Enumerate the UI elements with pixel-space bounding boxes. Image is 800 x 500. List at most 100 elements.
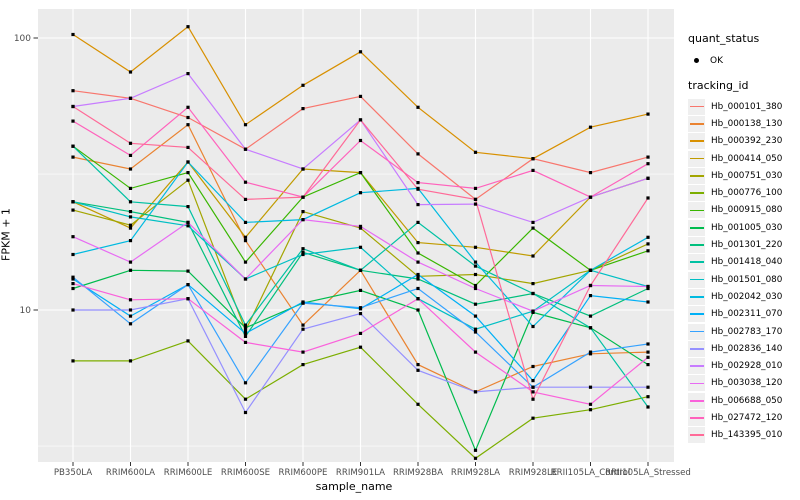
data-point xyxy=(358,268,363,272)
legend-item-quant-status-ok: OK xyxy=(688,52,798,69)
data-point xyxy=(646,363,650,367)
data-point xyxy=(531,220,535,224)
data-point xyxy=(473,272,478,277)
legend-item-label: Hb_000751_030 xyxy=(711,170,783,181)
legend-item-label: Hb_001418_040 xyxy=(711,257,783,268)
data-point xyxy=(186,297,190,301)
data-point xyxy=(646,235,650,239)
data-point xyxy=(588,402,593,406)
data-point xyxy=(186,171,190,175)
legend-title-quant-status: quant_status xyxy=(688,32,760,45)
data-point xyxy=(243,180,248,184)
data-point xyxy=(531,397,535,401)
data-point xyxy=(358,138,363,143)
data-point xyxy=(416,241,420,245)
data-point xyxy=(301,218,305,222)
data-point xyxy=(243,235,248,239)
data-point xyxy=(416,105,420,109)
data-point xyxy=(473,197,478,201)
legend-item-Hb_143395_010: Hb_143395_010 xyxy=(688,427,798,444)
x-tick-label: RRIM600LE xyxy=(164,468,213,478)
data-point xyxy=(531,416,535,420)
data-point xyxy=(646,395,650,399)
data-point xyxy=(243,331,248,335)
data-point xyxy=(186,72,190,76)
data-point xyxy=(71,208,75,212)
data-point xyxy=(646,342,650,346)
legend-item-Hb_002042_030: Hb_002042_030 xyxy=(688,288,798,305)
legend-item-label: Hb_000776_100 xyxy=(711,188,783,199)
data-point xyxy=(243,277,248,281)
data-point xyxy=(646,249,650,253)
data-point xyxy=(416,274,420,278)
data-point xyxy=(473,314,478,318)
legend-item-label: Hb_000392_230 xyxy=(711,136,783,147)
y-tick-label: 100 xyxy=(14,34,31,44)
legend-item-label: Hb_002836_140 xyxy=(711,343,783,354)
data-point xyxy=(243,334,248,338)
data-point xyxy=(588,352,593,356)
legend-item-label: Hb_003038_120 xyxy=(711,378,783,389)
data-point xyxy=(128,314,133,318)
line-key-icon xyxy=(688,392,705,409)
data-point xyxy=(588,294,593,298)
data-point xyxy=(243,340,248,344)
line-key-icon xyxy=(688,133,705,150)
data-point xyxy=(243,329,248,333)
y-tick-label: 10 xyxy=(20,306,32,316)
legend-item-label: Hb_000138_130 xyxy=(711,118,783,129)
data-point xyxy=(186,160,190,164)
data-point xyxy=(128,308,133,312)
data-point xyxy=(473,286,478,291)
data-point xyxy=(71,119,75,123)
data-point xyxy=(71,359,75,363)
data-point xyxy=(473,202,478,206)
line-key-icon xyxy=(688,358,705,375)
data-point xyxy=(186,25,190,29)
line-key-icon xyxy=(688,323,705,340)
data-point xyxy=(243,220,248,224)
data-point xyxy=(128,167,133,171)
plot-panel xyxy=(38,9,674,462)
data-point xyxy=(358,288,363,292)
legend-item-label: Hb_000414_050 xyxy=(711,153,783,164)
x-tick-label: RRIM928BA xyxy=(393,468,443,478)
data-point xyxy=(416,187,420,191)
line-key-icon xyxy=(688,237,705,254)
legend-title-tracking-id: tracking_id xyxy=(688,79,749,92)
data-point xyxy=(301,247,305,251)
data-point xyxy=(186,205,190,209)
legend-item-label: Hb_000101_380 xyxy=(711,101,783,112)
data-point xyxy=(646,112,650,116)
line-key-icon xyxy=(688,202,705,219)
legend-item-label: Hb_006688_050 xyxy=(711,395,783,406)
data-point xyxy=(588,283,593,288)
data-point xyxy=(301,250,305,254)
data-point xyxy=(186,224,190,228)
data-point xyxy=(128,70,133,74)
data-point xyxy=(301,252,305,257)
x-tick-label: RRIM928LA xyxy=(451,468,500,478)
legend-item-label: Hb_002042_030 xyxy=(711,291,783,302)
data-point xyxy=(128,215,133,219)
data-point xyxy=(71,252,75,257)
data-point xyxy=(416,203,420,207)
data-point xyxy=(243,147,248,151)
data-point xyxy=(358,224,363,228)
data-point xyxy=(186,123,190,127)
data-point xyxy=(416,297,420,301)
data-point xyxy=(186,283,190,287)
data-point xyxy=(531,254,535,258)
x-tick-label: RRIM600PE xyxy=(279,468,328,478)
data-point xyxy=(416,181,420,185)
x-tick-label: RRIM600SE xyxy=(221,468,270,478)
data-point xyxy=(358,191,363,195)
data-point xyxy=(416,260,420,264)
legend-item-Hb_002836_140: Hb_002836_140 xyxy=(688,340,798,357)
data-point xyxy=(243,239,248,243)
y-axis-title: FPKM + 1 xyxy=(0,208,13,261)
data-point xyxy=(128,260,133,264)
data-point xyxy=(243,410,248,415)
